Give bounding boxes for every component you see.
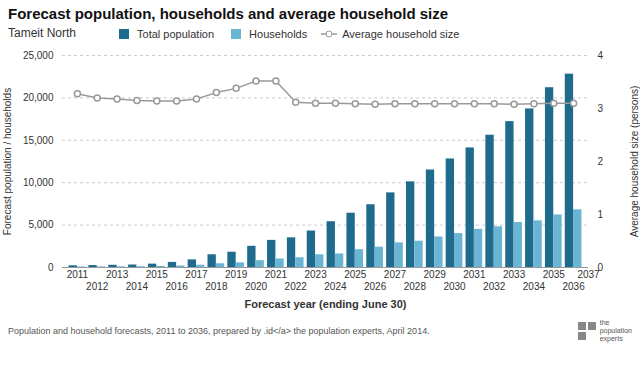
html-text:Forecast population, household: Forecast population, households and aver…	[8, 5, 449, 22]
svg-text:4: 4	[598, 50, 604, 61]
svg-text:Forecast year (ending June 30): Forecast year (ending June 30)	[245, 298, 407, 310]
svg-text:0: 0	[48, 262, 54, 273]
svg-text:2028: 2028	[404, 281, 427, 292]
svg-text:2035: 2035	[543, 269, 566, 280]
svg-text:2013: 2013	[106, 269, 129, 280]
svg-text:2014: 2014	[126, 281, 149, 292]
svg-text:2026: 2026	[364, 281, 387, 292]
html-text:Average household size: Average household size	[342, 27, 460, 40]
svg-text:2036: 2036	[562, 281, 585, 292]
svg-text:0: 0	[598, 262, 604, 273]
svg-text:2011: 2011	[67, 269, 89, 280]
svg-text:10,000: 10,000	[23, 177, 54, 188]
html-text:the population experts: the population experts	[599, 319, 632, 342]
svg-text:2021: 2021	[265, 269, 288, 280]
svg-text:2027: 2027	[384, 269, 407, 280]
svg-text:2023: 2023	[304, 269, 327, 280]
svg-text:2029: 2029	[424, 269, 447, 280]
svg-text:2015: 2015	[146, 269, 169, 280]
html-text:Population and household forec: Population and household forecasts, 2011…	[8, 326, 430, 336]
svg-text:2: 2	[598, 156, 604, 167]
svg-text:2037: 2037	[577, 268, 600, 280]
svg-text:2030: 2030	[443, 281, 466, 292]
svg-text:2024: 2024	[324, 281, 347, 292]
svg-text:2034: 2034	[523, 281, 546, 292]
svg-text:2032: 2032	[483, 281, 506, 292]
svg-text:20,000: 20,000	[23, 92, 54, 103]
svg-text:2016: 2016	[166, 281, 189, 292]
svg-text:2020: 2020	[245, 281, 268, 292]
svg-text:2012: 2012	[86, 281, 109, 292]
svg-text:2031: 2031	[463, 269, 486, 280]
svg-text:2022: 2022	[285, 281, 308, 292]
html-text:Total population: Total population	[137, 27, 215, 40]
svg-text:2017: 2017	[185, 269, 208, 280]
svg-text:2019: 2019	[225, 269, 248, 280]
svg-text:2018: 2018	[205, 281, 228, 292]
svg-text:2033: 2033	[503, 269, 526, 280]
svg-text:5,000: 5,000	[28, 219, 53, 230]
svg-text:15,000: 15,000	[23, 135, 54, 146]
html-text:Households: Households	[249, 27, 308, 40]
html-text:Tameit North: Tameit North	[8, 26, 76, 40]
svg-text:Average household size (person: Average household size (persons)	[629, 86, 640, 238]
svg-text:2025: 2025	[344, 269, 367, 280]
svg-text:1: 1	[598, 209, 604, 220]
svg-text:25,000: 25,000	[23, 50, 54, 61]
svg-text:Forecast population / househol: Forecast population / households	[2, 88, 13, 235]
svg-text:3: 3	[598, 103, 604, 114]
